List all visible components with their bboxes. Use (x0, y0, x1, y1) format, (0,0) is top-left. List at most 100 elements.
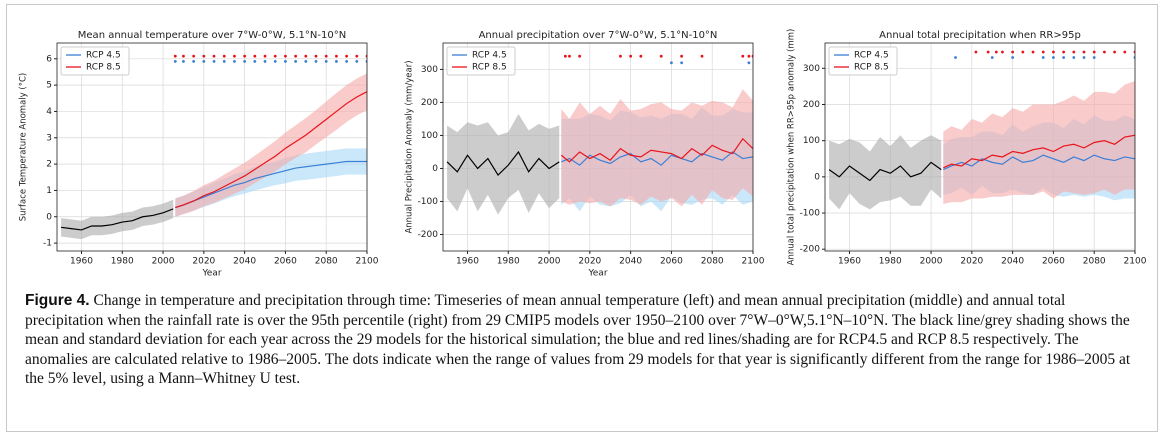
legend-box (828, 46, 898, 76)
significance-dot (212, 54, 216, 58)
x-tick-label: 1980 (879, 257, 902, 267)
chart: Annual total precipitation when RR>95p An… (787, 29, 1147, 267)
significance-dot (182, 60, 185, 63)
x-tick-label: 2000 (538, 257, 561, 267)
significance-dot (659, 54, 663, 58)
significance-dot (680, 61, 684, 65)
legend-label: RCP 4.5 (472, 51, 507, 61)
significance-dot (1011, 56, 1015, 59)
significance-dot (629, 54, 633, 58)
significance-dot (1001, 50, 1004, 54)
y-tick-label: 2 (46, 160, 52, 170)
significance-dot (355, 54, 359, 58)
y-tick-label: 5 (46, 81, 52, 91)
significance-dot (222, 60, 226, 63)
significance-dot (639, 54, 643, 58)
significance-dot (233, 54, 236, 58)
std-band (447, 113, 560, 215)
significance-dot (1011, 50, 1015, 54)
plot-frame (56, 42, 368, 252)
significance-dot (253, 54, 257, 58)
chart-title: Annual precipitation over 7°W-0°W, 5.1°N… (479, 30, 718, 41)
x-tick-label: 2060 (660, 257, 683, 267)
y-tick-label: 200 (803, 100, 820, 110)
y-tick-label: 4 (46, 107, 52, 117)
chart-title: Annual total precipitation when RR>95p (879, 30, 1081, 41)
plot-frame (824, 42, 1136, 252)
legend-label: RCP 8.5 (86, 63, 121, 73)
legend-label: RCP 4.5 (86, 51, 121, 61)
series-line (175, 160, 367, 209)
y-tick-label: 1 (46, 186, 52, 196)
series-line (828, 161, 942, 182)
significance-dot (619, 54, 622, 58)
x-tick-label: 2020 (192, 257, 215, 267)
significance-dot (335, 60, 338, 63)
significance-dot (243, 60, 247, 63)
significance-dot (1092, 50, 1096, 54)
y-axis-label: Surface Temperature Anomaly (°C) (19, 73, 29, 221)
y-tick-label: 3 (46, 133, 52, 143)
significance-dot (1062, 56, 1066, 59)
series-line (61, 208, 174, 231)
significance-dot (192, 54, 196, 58)
significance-dot (1041, 56, 1045, 59)
series-line (561, 151, 753, 166)
x-tick-label: 2100 (742, 257, 765, 267)
series-line (943, 154, 1135, 171)
significance-dot (202, 60, 206, 63)
significance-dot (243, 54, 247, 58)
significance-dot (1092, 56, 1096, 59)
series-line (446, 150, 560, 177)
significance-dot (747, 54, 751, 58)
legend-box (446, 46, 516, 76)
significance-dot (741, 54, 745, 58)
x-tick-label: 2060 (1042, 257, 1065, 267)
significance-dot (304, 54, 308, 58)
significance-dot (202, 54, 206, 58)
x-tick-label: 2020 (578, 257, 601, 267)
x-tick-label: 1960 (838, 257, 861, 267)
y-tick-label: -100 (800, 209, 821, 219)
x-tick-label: 2080 (315, 257, 338, 267)
x-tick-label: 2000 (920, 257, 943, 267)
significance-dot (1082, 56, 1086, 59)
significance-dot (563, 54, 567, 58)
series-line (175, 91, 367, 209)
significance-dot (680, 54, 684, 58)
y-tick-label: 0 (814, 172, 820, 182)
std-band (943, 80, 1135, 204)
significance-dot (345, 54, 349, 58)
significance-dot (284, 54, 287, 58)
significance-dot (182, 54, 185, 58)
std-band (829, 135, 942, 210)
x-tick-label: 2040 (233, 257, 256, 267)
significance-dot (1072, 50, 1076, 54)
plot-area (61, 54, 367, 240)
significance-dot (1123, 50, 1127, 54)
significance-dot (233, 60, 236, 63)
y-tick-label: -200 (800, 245, 821, 255)
significance-dot (345, 60, 349, 63)
significance-dot (294, 60, 298, 63)
y-tick-label: -1 (43, 239, 52, 249)
significance-dot (1021, 50, 1025, 54)
y-tick-label: 100 (421, 131, 438, 141)
caption-label: Figure 4. (25, 292, 90, 309)
plot-area (446, 54, 753, 215)
significance-dot (273, 54, 277, 58)
chart: Mean annual temperature over 7°W-0°W, 5.… (19, 30, 379, 279)
significance-dot (304, 60, 308, 63)
significance-dot (1082, 50, 1086, 54)
significance-dot (974, 50, 978, 54)
x-axis-label: Year (201, 269, 221, 279)
y-tick-label: 0 (46, 212, 52, 222)
y-axis-label: Annual Precipitation Anomaly (mm/year) (405, 60, 415, 233)
x-tick-label: 1980 (497, 257, 520, 267)
std-band (61, 199, 174, 240)
significance-dot (335, 54, 338, 58)
x-tick-label: 2040 (1001, 257, 1024, 267)
significance-dot (222, 54, 226, 58)
significance-dot (212, 60, 216, 63)
significance-dot (1113, 50, 1117, 54)
